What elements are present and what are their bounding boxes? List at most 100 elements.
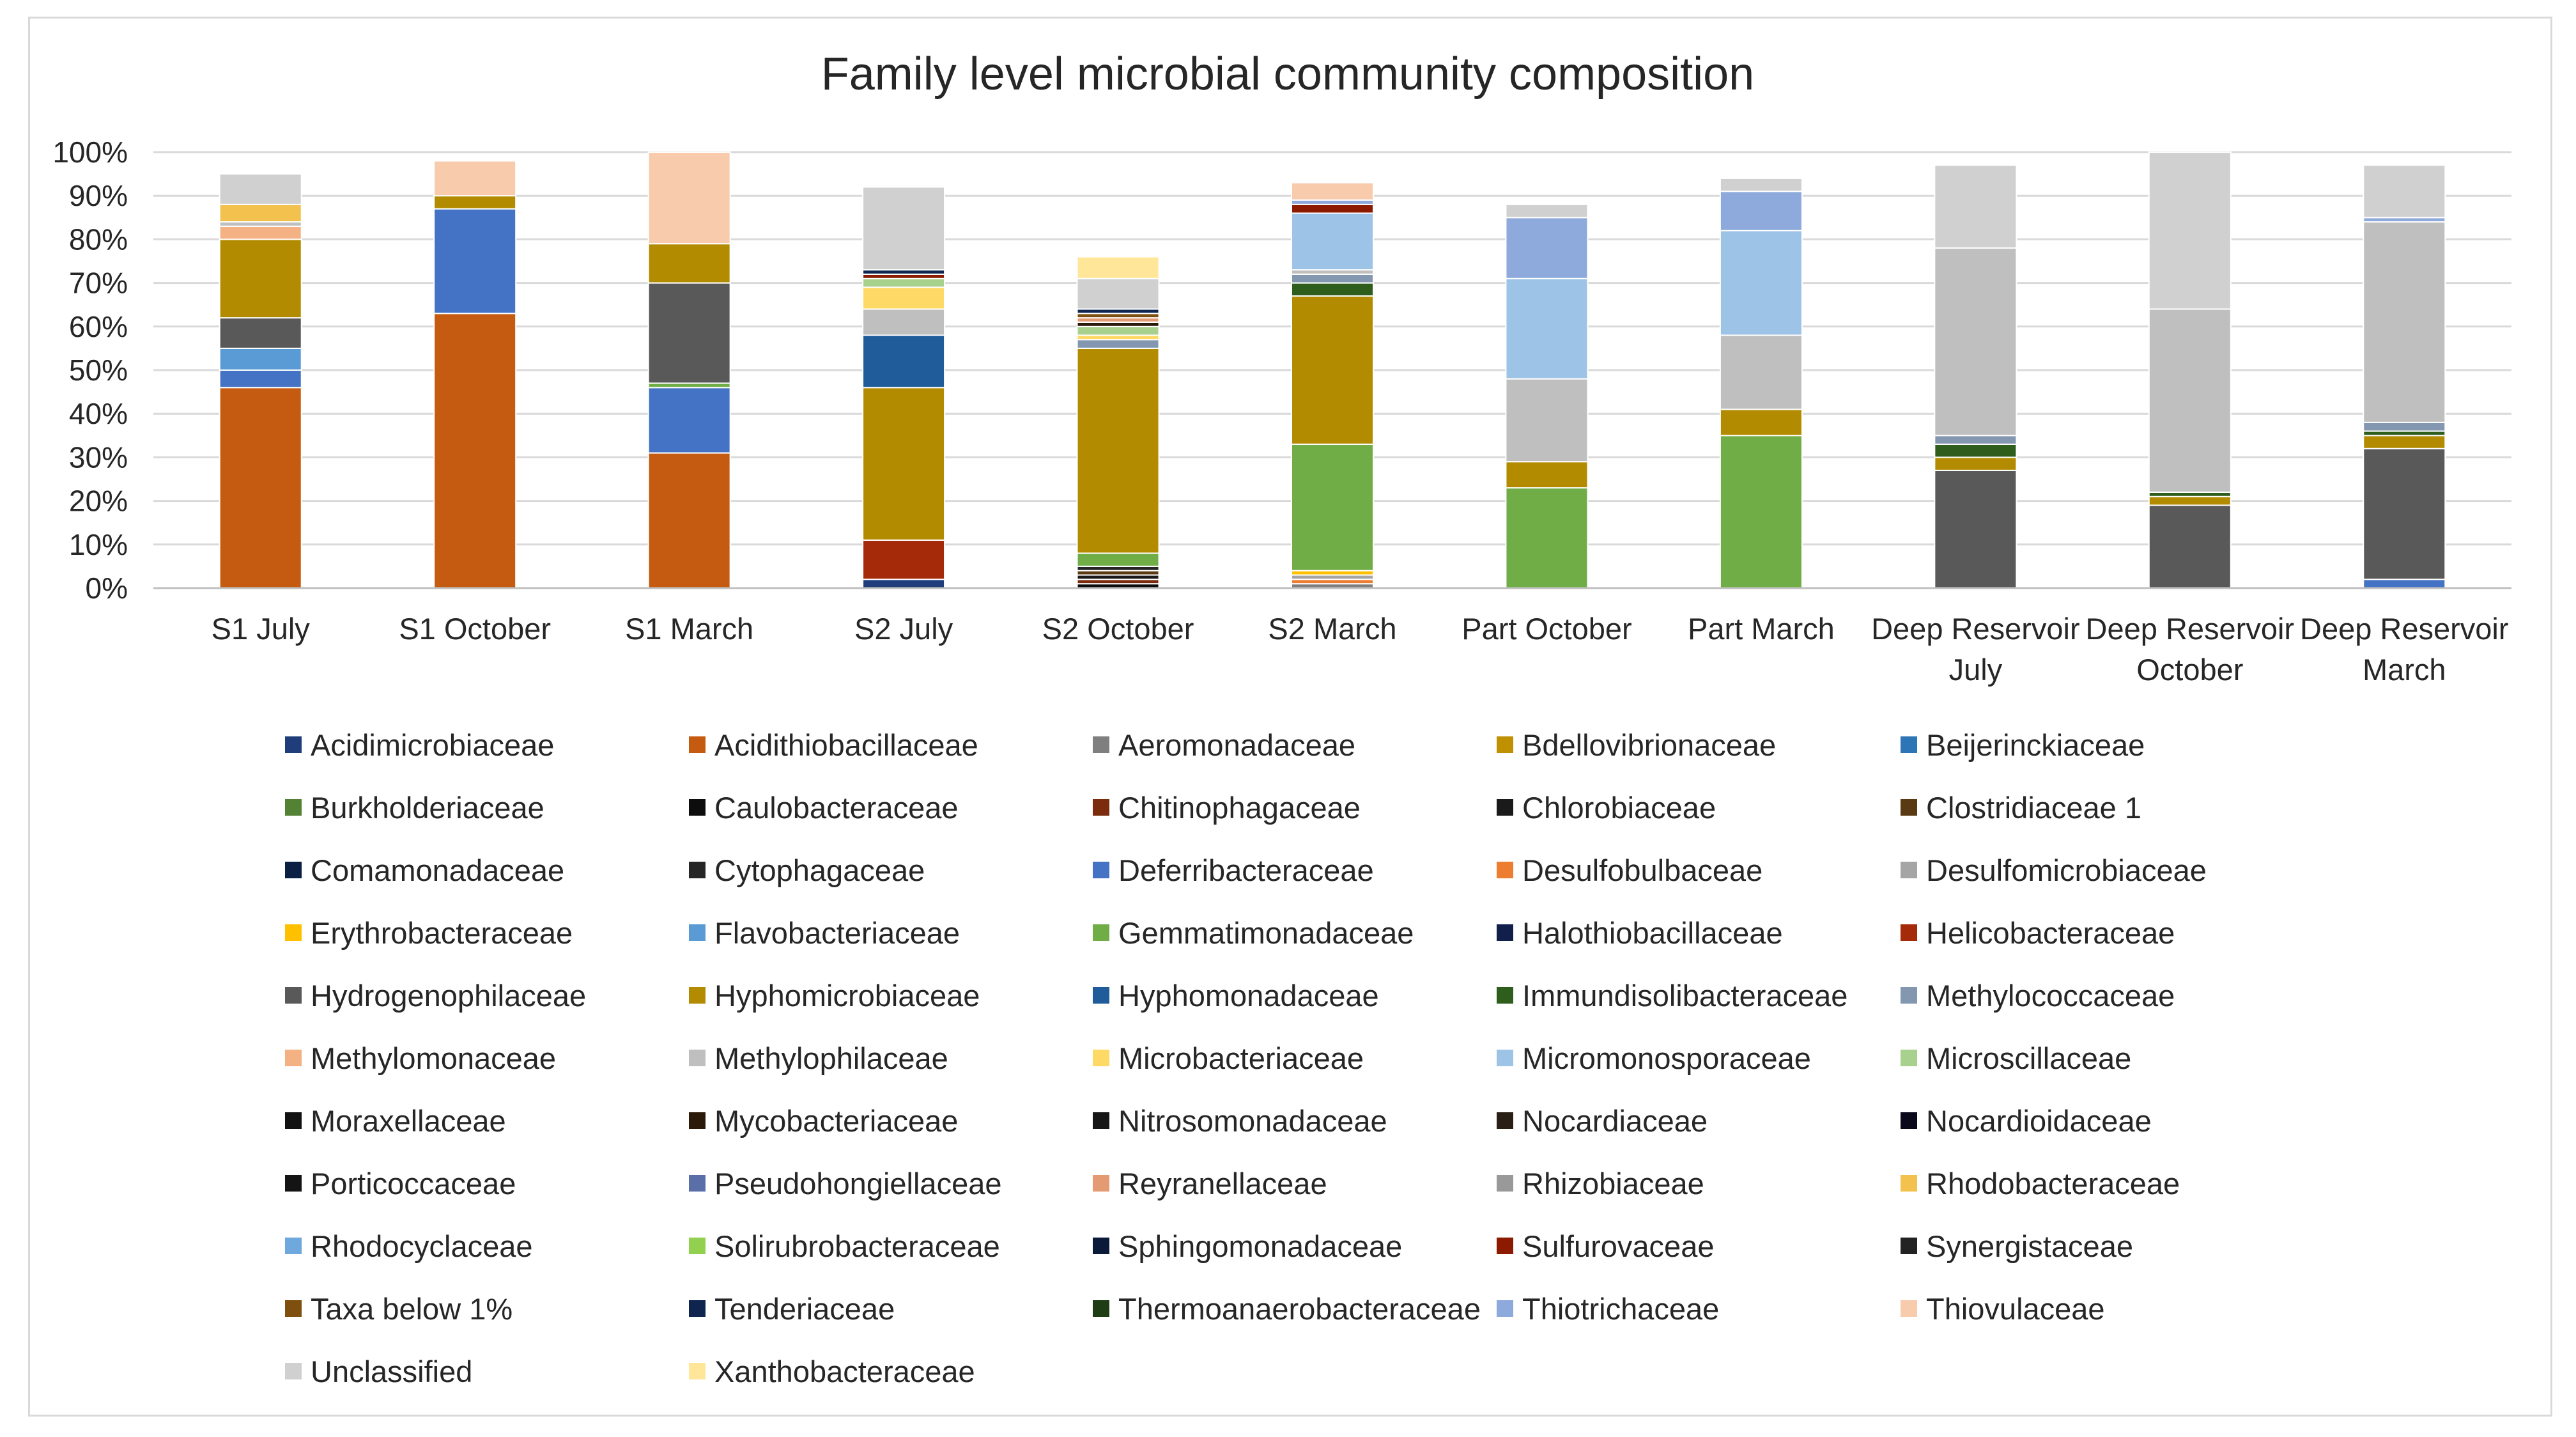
bar-segment <box>647 282 731 384</box>
legend-item: Synergistaceae <box>1901 1220 2133 1271</box>
bar-segment <box>1076 277 1160 310</box>
legend-swatch <box>1901 1300 1917 1317</box>
legend-item: Moraxellaceae <box>285 1095 506 1146</box>
bar-segment <box>219 369 302 389</box>
bar-segment <box>1076 552 1160 567</box>
bar-stack <box>1076 256 1160 589</box>
legend-swatch <box>285 1175 302 1192</box>
legend-item: Beijerinckiaceae <box>1901 719 2145 770</box>
bar-segment <box>433 195 517 210</box>
legend-item: Thiotrichaceae <box>1497 1283 1719 1334</box>
bar-segment <box>1291 199 1374 205</box>
bar-segment <box>1505 461 1589 489</box>
legend-label: Caulobacteraceae <box>714 790 959 825</box>
legend-item: Burkholderiaceae <box>285 782 544 833</box>
bar-segment <box>2363 435 2446 449</box>
legend-item: Deferribacteraceae <box>1093 844 1374 896</box>
legend-item: Taxa below 1% <box>285 1283 513 1334</box>
legend-label: Microscillaceae <box>1926 1041 2132 1075</box>
bar-segment <box>219 387 302 589</box>
bar-segment <box>2363 579 2446 589</box>
bar-segment <box>1076 308 1160 315</box>
bar-segment <box>2148 504 2232 589</box>
legend-item: Sphingomonadaceae <box>1093 1220 1402 1271</box>
legend-swatch <box>1093 799 1109 816</box>
legend-label: Immundisolibacteraceae <box>1522 978 1848 1013</box>
legend-item: Desulfomicrobiaceae <box>1901 844 2207 896</box>
legend-item: Unclassified <box>285 1346 472 1397</box>
legend-label: Desulfomicrobiaceae <box>1926 853 2207 887</box>
bar-segment <box>433 160 517 197</box>
y-tick-label: 0% <box>86 571 128 605</box>
legend-label: Halothiobacillaceae <box>1522 915 1783 950</box>
legend-label: Aeromonadaceae <box>1118 727 1356 762</box>
bar-segment <box>1291 273 1374 284</box>
legend-item: Hydrogenophilaceae <box>285 970 586 1021</box>
legend-swatch <box>1093 1300 1109 1317</box>
legend-swatch <box>285 924 302 941</box>
legend-swatch <box>1497 924 1513 941</box>
legend-label: Thermoanaerobacteraceae <box>1118 1291 1481 1326</box>
legend-label: Acidithiobacillaceae <box>714 727 978 762</box>
legend-item: Thiovulaceae <box>1901 1283 2105 1334</box>
bar-segment <box>1934 469 2017 589</box>
legend-label: Hydrogenophilaceae <box>311 978 587 1013</box>
legend-swatch <box>1093 924 1109 941</box>
legend-swatch <box>1497 987 1513 1004</box>
x-tick-label: S2 October <box>1042 612 1194 646</box>
bar-segment <box>1291 295 1374 445</box>
legend-swatch <box>689 1363 706 1379</box>
legend-item: Halothiobacillaceae <box>1497 907 1783 958</box>
legend-swatch <box>689 1175 706 1192</box>
legend-label: Deferribacteraceae <box>1118 853 1374 887</box>
bar-segment <box>219 238 302 319</box>
legend-swatch <box>1497 1050 1513 1066</box>
y-tick-label: 40% <box>69 397 128 430</box>
legend-label: Chlorobiaceae <box>1522 790 1716 825</box>
bar-segment <box>1291 574 1374 580</box>
bar-segment <box>862 539 946 580</box>
bar-stack <box>219 173 302 589</box>
legend-swatch <box>1901 1112 1917 1129</box>
legend-swatch <box>1093 1112 1109 1129</box>
legend-swatch <box>285 1363 302 1379</box>
bar-segment <box>219 173 302 205</box>
bar-segment <box>647 243 731 284</box>
bar-segment <box>1076 565 1160 571</box>
legend-swatch <box>1093 1175 1109 1192</box>
chart-title: Family level microbial community composi… <box>821 49 1754 100</box>
legend-label: Hyphomonadaceae <box>1118 978 1379 1013</box>
legend-label: Bdellovibrionaceae <box>1522 727 1777 762</box>
bar-segment <box>647 382 731 389</box>
legend-swatch <box>1497 736 1513 753</box>
bar-segment <box>1934 247 2017 437</box>
legend-item: Micromonosporaceae <box>1497 1032 1811 1084</box>
legend-label: Synergistaceae <box>1926 1229 2133 1263</box>
x-tick-label: S1 July <box>212 612 311 646</box>
legend-swatch <box>689 1238 706 1254</box>
y-tick-label: 20% <box>69 485 128 518</box>
legend-item: Porticoccaceae <box>285 1158 516 1209</box>
bar-segment <box>1291 212 1374 271</box>
x-tick-label: S2 March <box>1268 612 1396 646</box>
bar-segment <box>1934 164 2017 249</box>
bar-segment <box>862 334 946 389</box>
legend-label: Rhodobacteraceae <box>1926 1166 2180 1200</box>
bar-segment <box>862 308 946 336</box>
bar-segment <box>219 347 302 371</box>
legend-label: Pseudohongiellaceae <box>714 1166 1002 1200</box>
bar-segment <box>1076 347 1160 554</box>
y-axis-ticks: 0% 10% 20% 30% 40% 50% 60% 70% 80% 90% 100% <box>52 136 128 605</box>
bar-segment <box>862 186 946 271</box>
legend-swatch <box>1901 1238 1917 1254</box>
bar-segment <box>1076 256 1160 279</box>
bar-stack <box>647 151 731 589</box>
bar-segment <box>1934 443 2017 458</box>
y-tick-label: 100% <box>52 136 128 169</box>
bar-segment <box>1505 487 1589 589</box>
bar-stack <box>433 160 517 589</box>
legend-label: Solirubrobacteraceae <box>714 1229 1000 1263</box>
legend-item: Thermoanaerobacteraceae <box>1093 1283 1481 1334</box>
legend-swatch <box>689 1300 706 1317</box>
